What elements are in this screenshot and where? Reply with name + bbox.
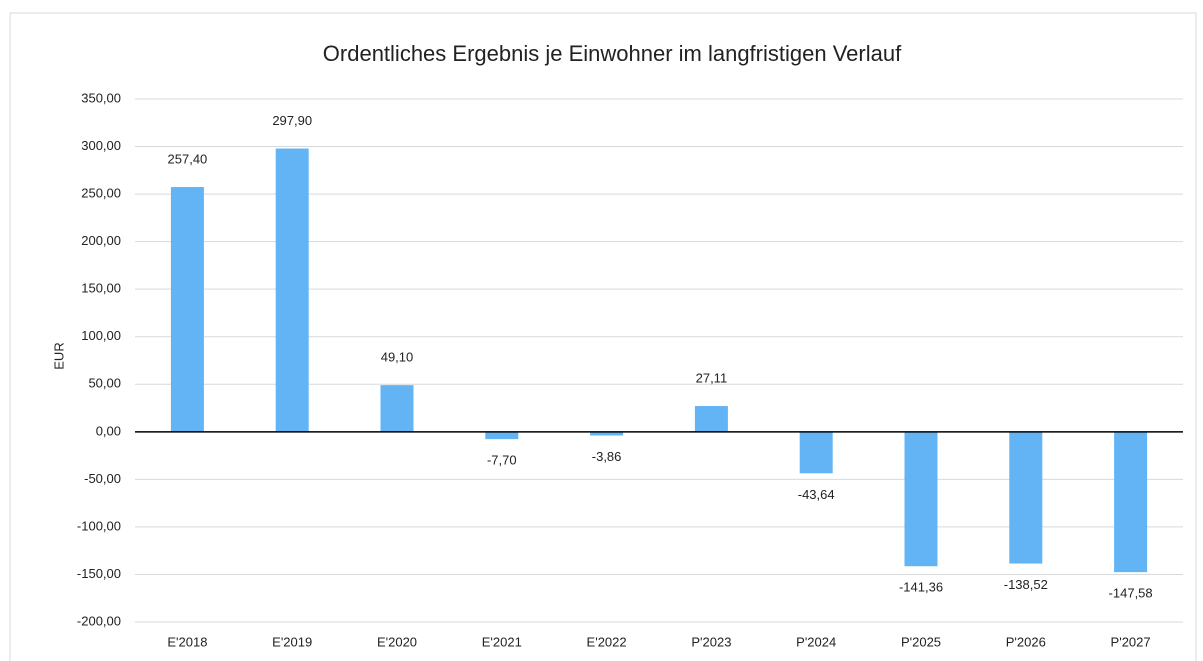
y-tick-label: -50,00 <box>84 471 121 486</box>
x-tick-label: E'2022 <box>587 634 627 649</box>
y-tick-label: -100,00 <box>77 518 121 533</box>
x-tick-label: E'2018 <box>167 634 207 649</box>
bar <box>590 431 624 436</box>
value-label: -7,70 <box>487 453 517 468</box>
bar <box>799 431 833 474</box>
y-tick-label: 50,00 <box>88 376 121 391</box>
bar <box>485 431 519 440</box>
x-tick-label: E'2020 <box>377 634 417 649</box>
y-tick-label: -150,00 <box>77 566 121 581</box>
bar <box>380 385 414 432</box>
bar <box>904 431 938 567</box>
value-label: 27,11 <box>696 370 728 385</box>
x-tick-label: P'2023 <box>691 634 731 649</box>
y-tick-label: 150,00 <box>81 281 121 296</box>
value-label: 257,40 <box>168 151 208 166</box>
value-label: -43,64 <box>798 487 835 502</box>
bar <box>694 406 728 432</box>
x-tick-label: E'2021 <box>482 634 522 649</box>
value-label: -147,58 <box>1109 586 1153 601</box>
y-tick-label: -200,00 <box>77 613 121 628</box>
y-tick-label: 100,00 <box>81 328 121 343</box>
y-tick-label: 200,00 <box>81 233 121 248</box>
x-tick-label: P'2024 <box>796 634 836 649</box>
value-label: -141,36 <box>899 580 943 595</box>
value-label: 49,10 <box>381 350 414 365</box>
x-tick-label: P'2026 <box>1006 634 1046 649</box>
x-tick-label: P'2025 <box>901 634 941 649</box>
y-tick-label: 300,00 <box>81 138 121 153</box>
bar <box>170 187 204 432</box>
chart-title: Ordentliches Ergebnis je Einwohner im la… <box>323 41 902 66</box>
x-tick-label: E'2019 <box>272 634 312 649</box>
value-label: -138,52 <box>1004 577 1048 592</box>
y-tick-label: 350,00 <box>81 90 121 105</box>
bar <box>1009 431 1043 564</box>
bar <box>275 148 309 432</box>
y-tick-label: 0,00 <box>96 423 121 438</box>
value-label: -3,86 <box>592 449 622 464</box>
y-tick-label: 250,00 <box>81 186 121 201</box>
bar <box>1114 431 1148 573</box>
value-label: 297,90 <box>272 113 312 128</box>
y-axis-label: EUR <box>51 342 66 369</box>
x-tick-label: P'2027 <box>1111 634 1151 649</box>
